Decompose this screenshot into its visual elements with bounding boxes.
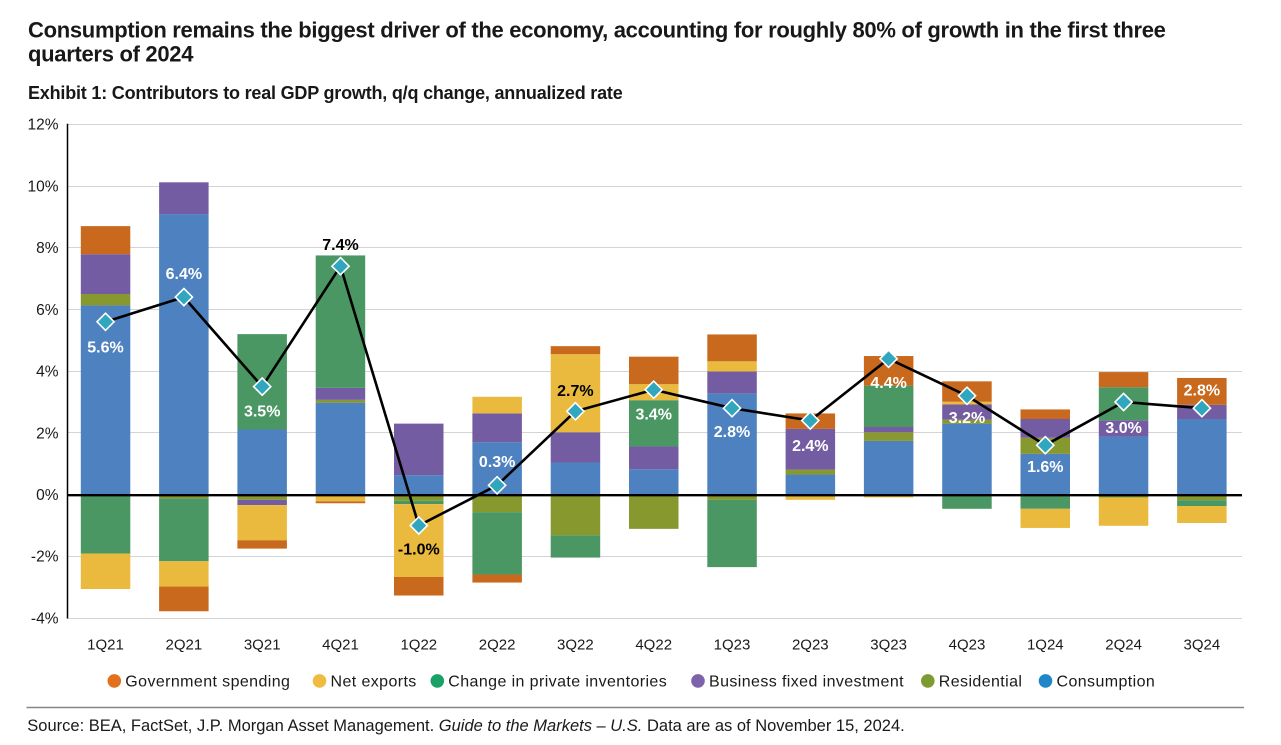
svg-text:Net exports: Net exports [331, 674, 417, 691]
svg-text:4%: 4% [36, 364, 59, 381]
svg-text:2%: 2% [36, 425, 59, 442]
svg-text:0.3%: 0.3% [479, 454, 515, 471]
svg-text:6.4%: 6.4% [166, 266, 202, 283]
svg-text:Source: BEA, FactSet, J.P. Mor: Source: BEA, FactSet, J.P. Morgan Asset … [27, 717, 904, 735]
svg-text:10%: 10% [27, 178, 58, 195]
svg-text:3.5%: 3.5% [244, 404, 280, 421]
svg-text:7.4%: 7.4% [322, 237, 358, 254]
svg-text:1Q24: 1Q24 [1027, 636, 1064, 653]
svg-text:2.4%: 2.4% [792, 438, 828, 455]
svg-text:4Q21: 4Q21 [322, 636, 359, 653]
svg-text:2.8%: 2.8% [714, 424, 750, 441]
svg-text:4Q22: 4Q22 [635, 636, 672, 653]
svg-text:0%: 0% [36, 487, 59, 504]
svg-text:2.8%: 2.8% [1184, 382, 1220, 399]
svg-text:Business fixed investment: Business fixed investment [709, 674, 904, 691]
svg-text:3Q23: 3Q23 [870, 636, 907, 653]
svg-text:1Q22: 1Q22 [400, 636, 437, 653]
svg-text:2Q23: 2Q23 [792, 636, 829, 653]
svg-text:2Q24: 2Q24 [1105, 636, 1142, 653]
svg-text:2.7%: 2.7% [557, 383, 593, 400]
svg-text:Exhibit 1: Contributors to rea: Exhibit 1: Contributors to real GDP grow… [28, 83, 623, 103]
svg-text:-2%: -2% [31, 549, 59, 566]
svg-text:6%: 6% [36, 302, 59, 319]
svg-text:quarters of 2024: quarters of 2024 [28, 42, 194, 67]
svg-text:3Q21: 3Q21 [244, 636, 281, 653]
svg-text:Change in private inventories: Change in private inventories [448, 674, 667, 691]
svg-text:-4%: -4% [31, 610, 59, 627]
svg-text:12%: 12% [27, 117, 58, 134]
svg-text:1.6%: 1.6% [1027, 459, 1063, 476]
svg-text:-1.0%: -1.0% [398, 541, 440, 558]
svg-text:3.0%: 3.0% [1105, 420, 1141, 437]
svg-text:2Q22: 2Q22 [479, 636, 516, 653]
svg-text:1Q21: 1Q21 [87, 636, 124, 653]
svg-text:8%: 8% [36, 240, 59, 257]
svg-text:3Q24: 3Q24 [1184, 636, 1221, 653]
svg-text:5.6%: 5.6% [87, 339, 123, 356]
svg-text:2Q21: 2Q21 [166, 636, 203, 653]
svg-text:1Q23: 1Q23 [714, 636, 751, 653]
svg-text:4Q23: 4Q23 [949, 636, 986, 653]
svg-text:Residential: Residential [939, 674, 1023, 691]
svg-text:Government spending: Government spending [125, 674, 290, 691]
svg-text:3.2%: 3.2% [949, 410, 985, 427]
svg-text:3Q22: 3Q22 [557, 636, 594, 653]
svg-text:Consumption: Consumption [1057, 674, 1156, 691]
svg-text:4.4%: 4.4% [870, 375, 906, 392]
svg-text:Consumption remains the bigges: Consumption remains the biggest driver o… [28, 17, 1166, 42]
svg-text:3.4%: 3.4% [635, 407, 671, 424]
